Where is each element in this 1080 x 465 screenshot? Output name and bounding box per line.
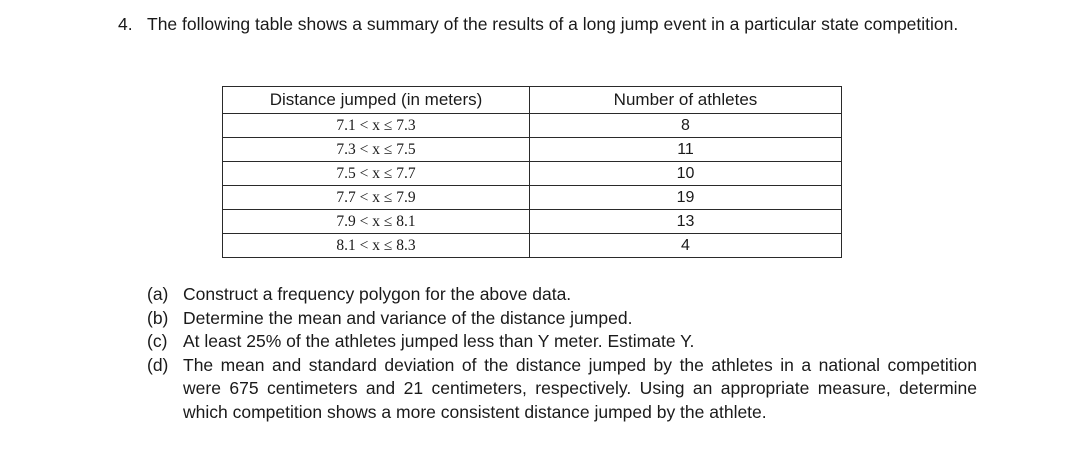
part-text: Construct a frequency polygon for the ab… [183, 284, 572, 304]
table-row: 7.5 < x ≤ 7.7 10 [222, 161, 842, 186]
part-label: (d) [147, 354, 169, 375]
count-cell: 4 [529, 233, 842, 258]
range-cell: 8.1 < x ≤ 8.3 [222, 233, 530, 258]
header-distance-label: Distance jumped (in meters) [269, 90, 483, 109]
question-number: 4. [118, 14, 133, 34]
part-label: (a) [147, 284, 169, 304]
header-distance: Distance jumped (in meters) [222, 86, 530, 114]
range-cell: 7.9 < x ≤ 8.1 [222, 209, 530, 234]
range-cell: 7.1 < x ≤ 7.3 [222, 113, 530, 138]
header-athletes-label: Number of athletes [613, 90, 758, 109]
part-d: (d) The mean and standard deviation of t… [147, 354, 977, 425]
part-label: (c) [147, 331, 168, 351]
table-row: 7.3 < x ≤ 7.5 11 [222, 137, 842, 162]
results-table: Distance jumped (in meters) Number of at… [222, 86, 842, 258]
table-row: 8.1 < x ≤ 8.3 4 [222, 233, 842, 258]
part-label: (b) [147, 307, 169, 328]
part-text: At least 25% of the athletes jumped less… [183, 331, 695, 351]
table-row: 7.9 < x ≤ 8.1 13 [222, 209, 842, 234]
header-athletes: Number of athletes [529, 86, 842, 114]
range-cell: 7.7 < x ≤ 7.9 [222, 185, 530, 210]
part-text: Determine the mean and variance of the d… [183, 307, 633, 328]
table-header-row: Distance jumped (in meters) Number of at… [222, 86, 842, 114]
count-cell: 13 [529, 209, 842, 234]
count-cell: 11 [529, 137, 842, 162]
range-cell: 7.3 < x ≤ 7.5 [222, 137, 530, 162]
count-cell: 10 [529, 161, 842, 186]
count-cell: 19 [529, 185, 842, 210]
range-cell: 7.5 < x ≤ 7.7 [222, 161, 530, 186]
part-b: (b) Determine the mean and variance of t… [147, 307, 977, 331]
part-text: The mean and standard deviation of the d… [183, 354, 977, 422]
count-cell: 8 [529, 113, 842, 138]
part-c: (c) At least 25% of the athletes jumped … [147, 330, 977, 354]
question-intro: The following table shows a summary of t… [147, 14, 959, 34]
table-row: 7.7 < x ≤ 7.9 19 [222, 185, 842, 210]
part-a: (a) Construct a frequency polygon for th… [147, 283, 977, 307]
table-row: 7.1 < x ≤ 7.3 8 [222, 113, 842, 138]
question-parts: (a) Construct a frequency polygon for th… [147, 283, 977, 424]
